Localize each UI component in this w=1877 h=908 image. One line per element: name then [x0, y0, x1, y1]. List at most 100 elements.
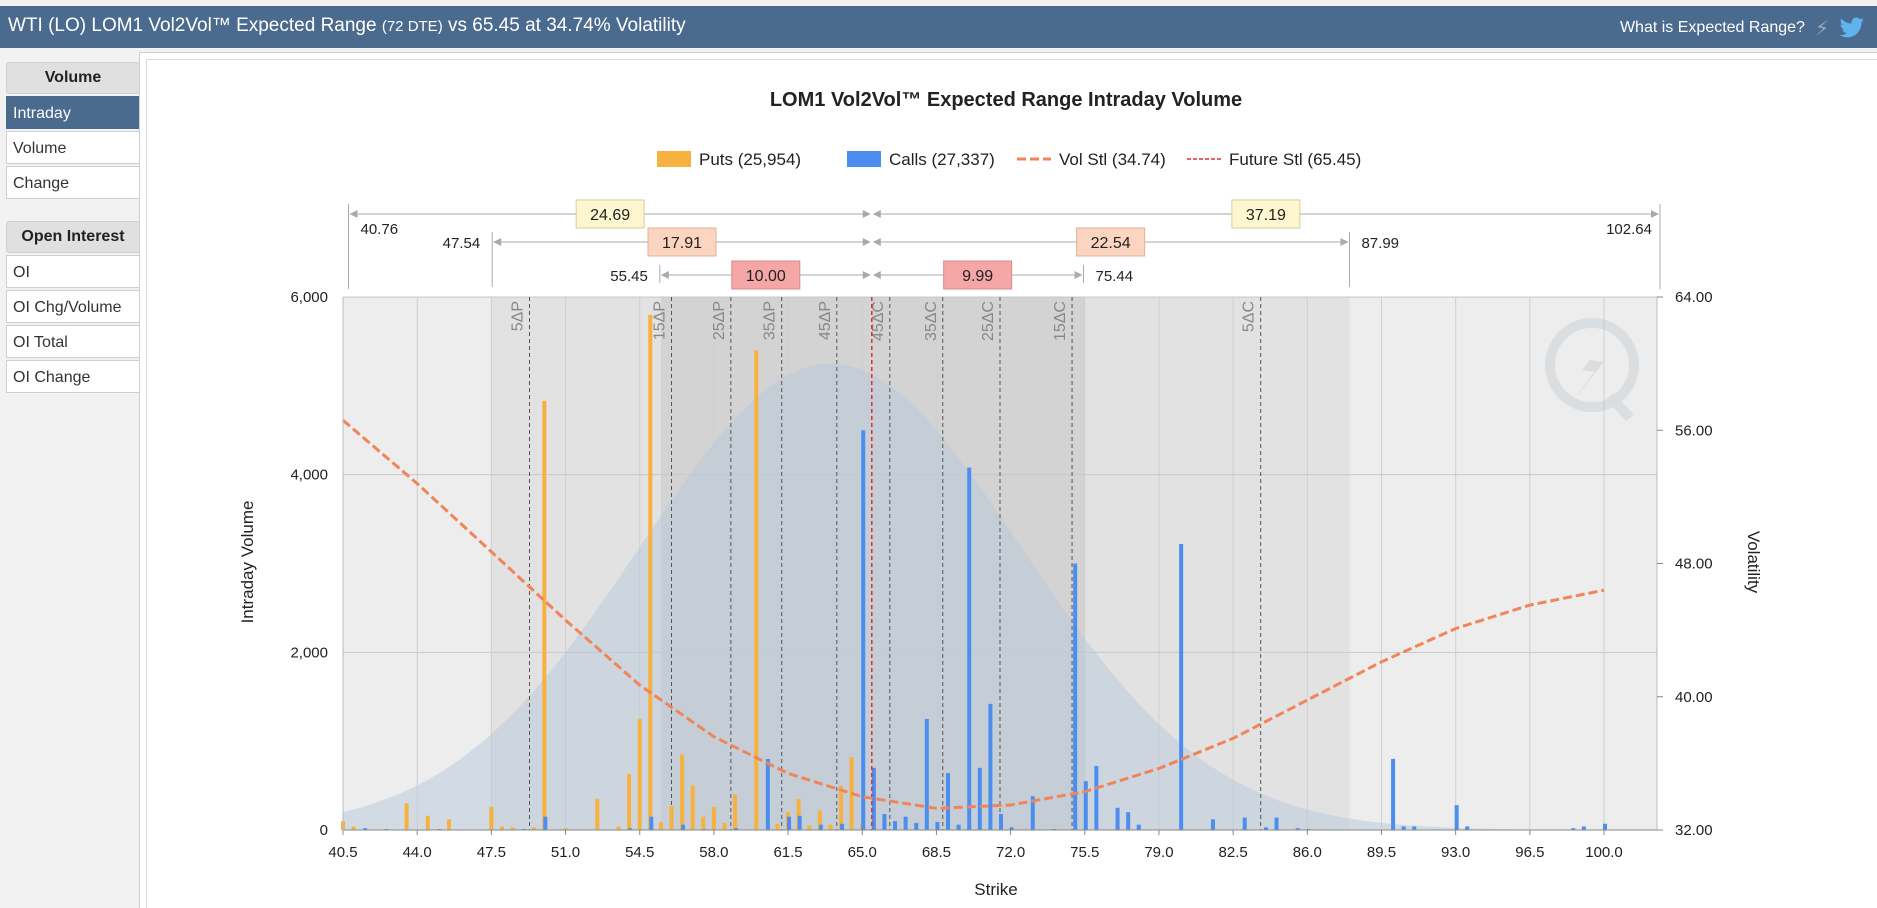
y2-tick-label: 32.00 — [1675, 822, 1713, 839]
call-bar — [903, 816, 908, 830]
delta-label: 5ΔP — [510, 301, 527, 331]
x-tick-label: 89.5 — [1367, 844, 1396, 861]
put-bar — [627, 774, 632, 830]
range-arrow — [862, 271, 871, 279]
sidebar-item-oi[interactable]: OI — [6, 255, 140, 288]
put-bar — [722, 822, 727, 830]
range-arrow — [493, 238, 502, 246]
call-bar — [1115, 807, 1120, 830]
delta-label: 35ΔC — [923, 301, 940, 341]
call-bar — [1242, 817, 1247, 830]
range-lo-label: 55.45 — [610, 268, 648, 285]
x-tick-label: 100.0 — [1585, 844, 1623, 861]
put-bar — [637, 718, 642, 830]
call-bar — [1179, 543, 1184, 830]
range-hi-label: 75.44 — [1096, 268, 1134, 285]
x-tick-label: 79.0 — [1144, 844, 1173, 861]
put-bar — [807, 825, 812, 830]
call-bar — [840, 823, 845, 830]
call-bar — [1126, 812, 1131, 830]
call-bar — [1465, 826, 1470, 830]
twitter-bird-icon[interactable] — [1839, 17, 1865, 39]
sidebar-item-oi-chg-volume[interactable]: OI Chg/Volume — [6, 290, 140, 323]
range-lo-label: 40.76 — [361, 221, 399, 238]
call-bar — [1581, 826, 1586, 830]
range-width-box — [1231, 199, 1301, 229]
put-bar — [658, 822, 663, 830]
range-width-label: 24.69 — [590, 207, 630, 224]
delta-label: 5ΔC — [1241, 301, 1258, 332]
put-bar — [701, 816, 706, 830]
call-bar — [882, 814, 887, 830]
sidebar-section-open-interest: Open Interest — [6, 221, 140, 253]
range-arrow — [862, 210, 871, 218]
delta-label: 45ΔP — [817, 301, 834, 340]
delta-label: 45ΔC — [870, 301, 887, 341]
legend-item-future: Future Stl (65.45) — [1187, 150, 1361, 169]
y-tick-label: 2,000 — [290, 644, 328, 661]
put-bar — [446, 819, 451, 830]
put-bar — [531, 827, 536, 830]
put-bar — [754, 350, 759, 830]
call-bar — [914, 822, 919, 830]
range-hi-label: 102.64 — [1606, 221, 1652, 238]
call-bar — [1401, 826, 1406, 830]
call-bar — [1136, 824, 1141, 830]
y2-tick-label: 64.00 — [1675, 289, 1713, 306]
call-bar — [787, 816, 792, 830]
y-tick-label: 6,000 — [290, 289, 328, 306]
range-width-label: 10.00 — [746, 268, 786, 285]
delta-label: 35ΔP — [762, 301, 779, 340]
x-tick-label: 75.5 — [1070, 844, 1099, 861]
x-tick-label: 72.0 — [996, 844, 1025, 861]
title-main: WTI (LO) LOM1 Vol2Vol™ Expected Range — [8, 15, 377, 36]
put-bar — [489, 806, 494, 830]
range-arrow — [862, 238, 871, 246]
call-bar — [1094, 766, 1099, 830]
sidebar-item-intraday[interactable]: Intraday — [6, 96, 140, 129]
y-axis-label: Intraday Volume — [238, 501, 257, 624]
range-arrow — [1074, 271, 1083, 279]
put-bar — [510, 827, 515, 830]
sidebar: Volume Intraday Volume Change Open Inter… — [6, 62, 140, 395]
put-bar — [542, 400, 547, 830]
sidebar-item-change[interactable]: Change — [6, 166, 140, 199]
put-bar — [499, 826, 504, 830]
call-bar — [999, 814, 1003, 830]
x-tick-label: 54.5 — [625, 844, 654, 861]
sidebar-item-oi-change[interactable]: OI Change — [6, 360, 140, 393]
put-bar — [775, 823, 780, 830]
legend-label: Puts (25,954) — [699, 150, 801, 169]
chart-title: LOM1 Vol2Vol™ Expected Range Intraday Vo… — [770, 89, 1242, 111]
put-bar — [796, 798, 801, 830]
call-bar — [967, 467, 972, 830]
call-bar — [1030, 796, 1035, 830]
y2-tick-label: 56.00 — [1675, 422, 1713, 439]
put-bar — [595, 798, 600, 830]
put-bar — [817, 810, 822, 830]
sidebar-item-volume[interactable]: Volume — [6, 131, 140, 164]
range-width-label: 9.99 — [962, 268, 993, 285]
delta-label: 15ΔP — [652, 301, 669, 340]
range-arrow — [660, 271, 669, 279]
page-title: WTI (LO) LOM1 Vol2Vol™ Expected Range (7… — [8, 15, 686, 37]
what-is-expected-range-link[interactable]: What is Expected Range? — [1619, 19, 1805, 36]
title-dte: (72 DTE) — [381, 18, 443, 35]
range-width-box — [647, 227, 717, 257]
call-bar — [1073, 563, 1078, 830]
lightning-icon[interactable]: ⚡ — [1814, 16, 1829, 40]
y2-tick-label: 48.00 — [1675, 556, 1713, 573]
legend-item-puts: Puts (25,954) — [657, 150, 801, 169]
put-bar — [680, 754, 685, 830]
call-bar — [1571, 828, 1576, 830]
call-bar — [924, 718, 929, 830]
watermark-ring — [1545, 318, 1639, 412]
x-tick-label: 61.5 — [773, 844, 802, 861]
call-bar — [628, 828, 633, 830]
put-bar — [425, 815, 430, 830]
call-bar — [734, 828, 739, 830]
call-bar — [1263, 827, 1268, 830]
sidebar-item-oi-total[interactable]: OI Total — [6, 325, 140, 358]
title-tail: vs 65.45 at 34.74% Volatility — [447, 15, 686, 36]
